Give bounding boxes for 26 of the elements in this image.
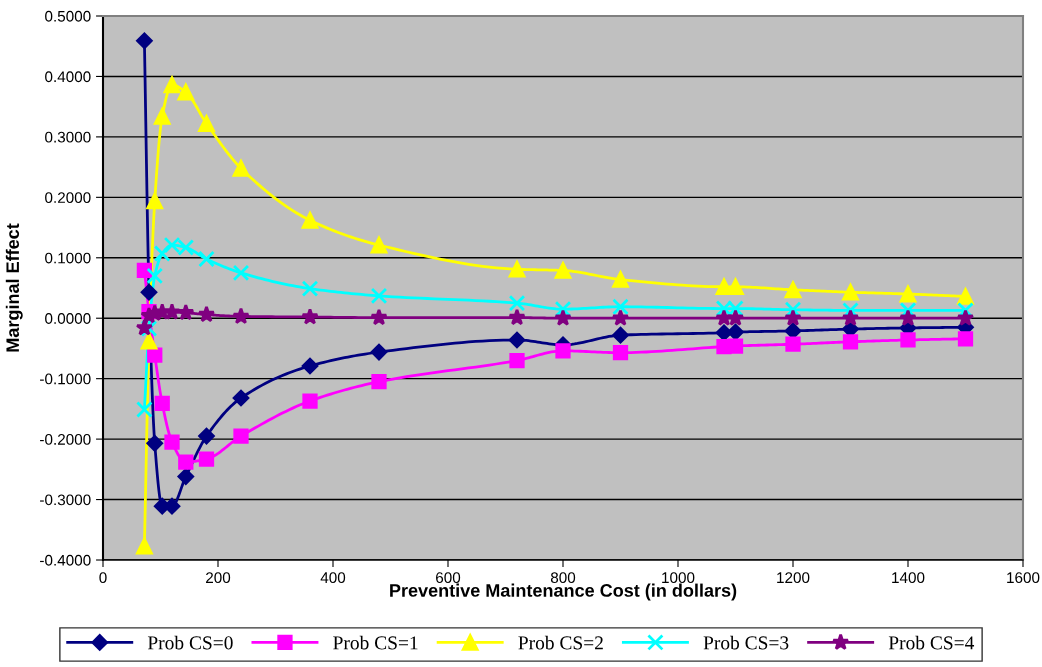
x-axis-title: Preventive Maintenance Cost (in dollars) xyxy=(390,583,737,601)
y-tick-label: 0.2000 xyxy=(45,192,91,204)
legend-label: Prob CS=4 xyxy=(888,635,975,650)
y-axis-title: Marginal Effect xyxy=(5,223,23,352)
y-tick-label: -0.2000 xyxy=(40,433,91,445)
x-tick-label: 1400 xyxy=(892,572,925,584)
x-tick-label: 200 xyxy=(206,572,231,584)
y-tick-label: -0.3000 xyxy=(40,494,91,506)
legend-label: Prob CS=2 xyxy=(518,635,603,650)
y-tick-label: 0.5000 xyxy=(45,10,91,22)
x-tick-label: 1600 xyxy=(1007,572,1040,584)
y-tick-label: 0.1000 xyxy=(45,252,91,264)
legend-label: Prob CS=0 xyxy=(147,635,233,650)
x-tick-label: 400 xyxy=(320,572,346,584)
x-tick-label: 1200 xyxy=(777,572,810,584)
x-tick-label: 1000 xyxy=(662,572,695,584)
x-tick-label: 600 xyxy=(436,572,461,584)
legend-label: Prob CS=3 xyxy=(703,635,789,650)
x-tick-label: 0 xyxy=(99,572,107,584)
y-tick-label: 0.4000 xyxy=(45,71,91,83)
y-tick-label: -0.1000 xyxy=(40,373,91,385)
legend-label: Prob CS=1 xyxy=(333,635,418,650)
y-tick-label: 0.0000 xyxy=(45,313,91,324)
y-tick-label: 0.3000 xyxy=(45,131,91,143)
x-tick-label: 800 xyxy=(550,572,576,584)
y-tick-label: -0.4000 xyxy=(40,554,91,566)
